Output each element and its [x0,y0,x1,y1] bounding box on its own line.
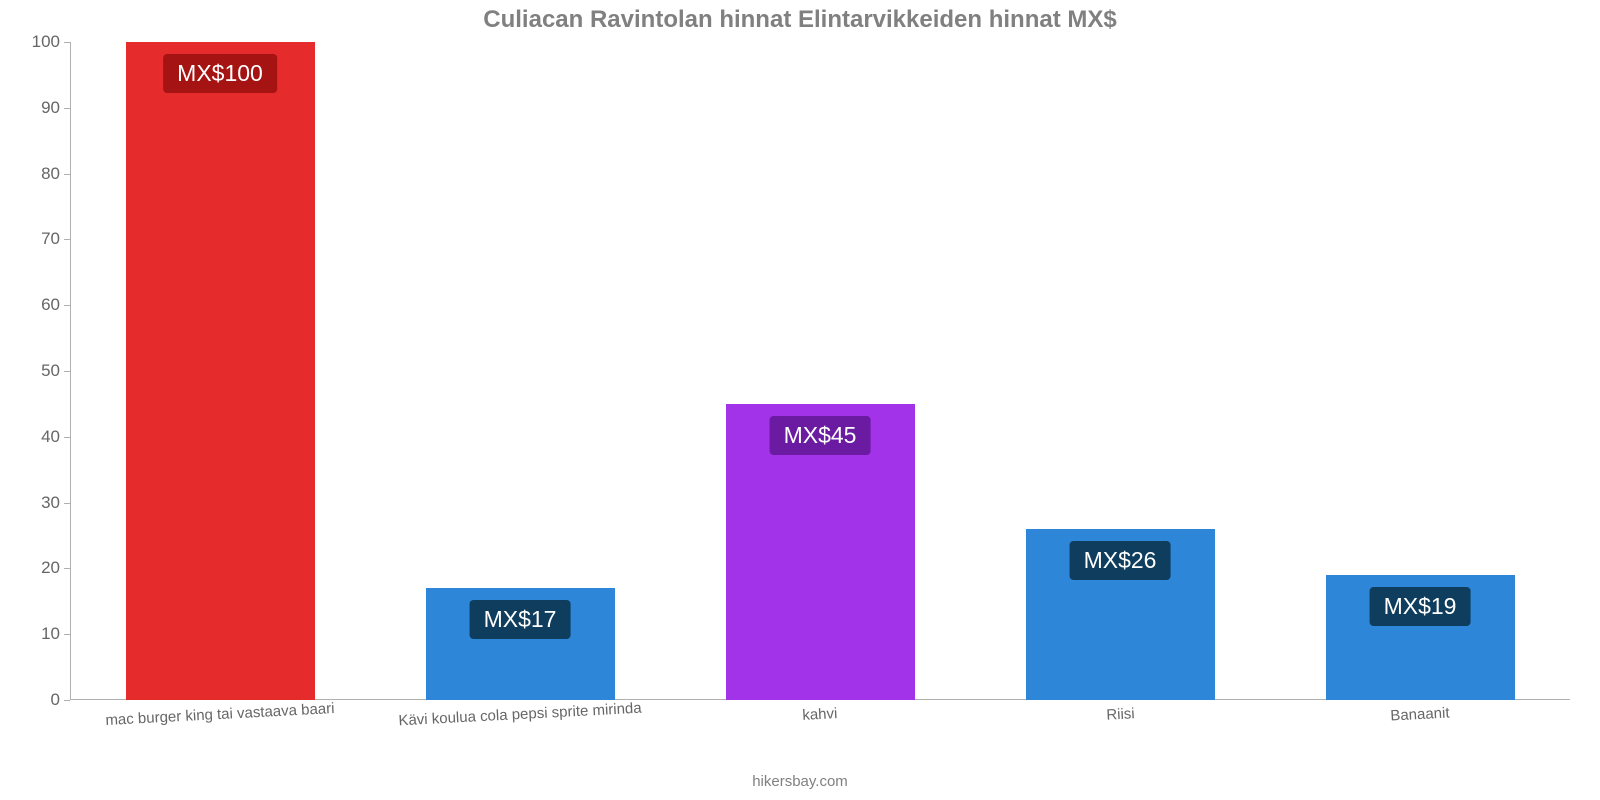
x-axis-label: kahvi [802,705,838,724]
price-bar-chart: Culiacan Ravintolan hinnat Elintarvikkei… [0,0,1600,800]
x-label-slot: Kävi koulua cola pepsi sprite mirinda [370,700,670,717]
bar-value-badge: MX$19 [1370,587,1471,626]
y-tick-label: 20 [41,558,70,578]
x-label-slot: Banaanit [1270,700,1570,717]
bar: MX$19 [1326,575,1515,700]
y-tick-label: 60 [41,295,70,315]
y-tick-label: 0 [51,690,70,710]
bar: MX$17 [426,588,615,700]
chart-title: Culiacan Ravintolan hinnat Elintarvikkei… [0,6,1600,34]
bar-value-badge: MX$100 [163,54,277,93]
x-labels-row: mac burger king tai vastaava baariKävi k… [70,700,1570,717]
bar: MX$45 [726,404,915,700]
bars-row: MX$100 MX$17 MX$45 MX$26 MX$19 [70,42,1570,700]
x-axis-label: mac burger king tai vastaava baari [105,700,335,729]
bar-value-badge: MX$26 [1070,541,1171,580]
y-tick-label: 50 [41,361,70,381]
x-axis-label: Kävi koulua cola pepsi sprite mirinda [398,700,642,730]
y-tick-label: 30 [41,493,70,513]
attribution-text: hikersbay.com [0,773,1600,790]
x-label-slot: Riisi [970,700,1270,717]
x-label-slot: mac burger king tai vastaava baari [70,700,370,717]
bar-slot: MX$19 [1270,42,1570,700]
y-tick-label: 90 [41,98,70,118]
bar-value-badge: MX$45 [770,416,871,455]
x-axis-label: Riisi [1106,705,1135,723]
plot-area: 0102030405060708090100 MX$100MX$17MX$45M… [70,42,1570,700]
bar-slot: MX$26 [970,42,1270,700]
x-label-slot: kahvi [670,700,970,717]
y-tick-label: 10 [41,624,70,644]
bar: MX$100 [126,42,315,700]
x-axis-label: Banaanit [1390,704,1450,724]
y-tick-label: 70 [41,229,70,249]
y-tick-label: 100 [32,32,70,52]
bar-slot: MX$100 [70,42,370,700]
y-tick-label: 80 [41,164,70,184]
bar-slot: MX$45 [670,42,970,700]
bar: MX$26 [1026,529,1215,700]
bar-value-badge: MX$17 [470,600,571,639]
y-tick-label: 40 [41,427,70,447]
bar-slot: MX$17 [370,42,670,700]
